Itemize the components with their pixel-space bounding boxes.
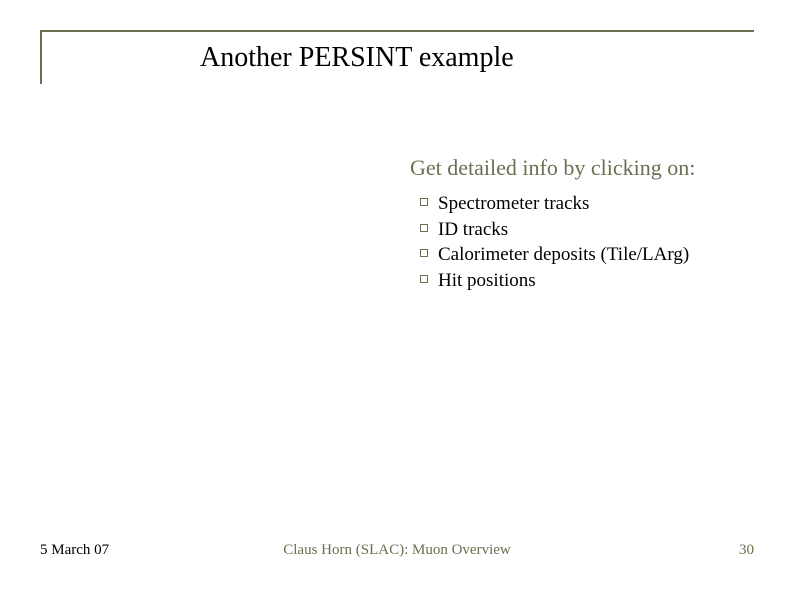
bullet-text: Hit positions	[438, 270, 536, 291]
subheading: Get detailed info by clicking on:	[410, 155, 779, 181]
square-bullet-icon	[420, 275, 428, 283]
title-rule-top	[40, 30, 754, 32]
content-area: Get detailed info by clicking on: Spectr…	[410, 155, 779, 294]
slide: Another PERSINT example Get detailed inf…	[0, 0, 794, 595]
footer-center: Claus Horn (SLAC): Muon Overview	[283, 542, 510, 559]
list-item: ID tracks	[420, 217, 779, 243]
title-container: Another PERSINT example	[40, 30, 754, 84]
bullet-text: Spectrometer tracks	[438, 193, 589, 214]
list-item: Calorimeter deposits (Tile/LArg)	[420, 242, 779, 268]
list-item: Hit positions	[420, 268, 779, 294]
footer-date: 5 March 07	[40, 542, 109, 559]
square-bullet-icon	[420, 249, 428, 257]
slide-title: Another PERSINT example	[200, 42, 514, 74]
title-rule-left	[40, 30, 42, 84]
square-bullet-icon	[420, 198, 428, 206]
bullet-text: Calorimeter deposits (Tile/LArg)	[438, 244, 689, 265]
footer: 5 March 07 Claus Horn (SLAC): Muon Overv…	[40, 542, 754, 559]
bullet-list: Spectrometer tracks ID tracks Calorimete…	[410, 191, 779, 294]
list-item: Spectrometer tracks	[420, 191, 779, 217]
footer-page-number: 30	[739, 542, 754, 559]
bullet-text: ID tracks	[438, 219, 508, 240]
square-bullet-icon	[420, 224, 428, 232]
